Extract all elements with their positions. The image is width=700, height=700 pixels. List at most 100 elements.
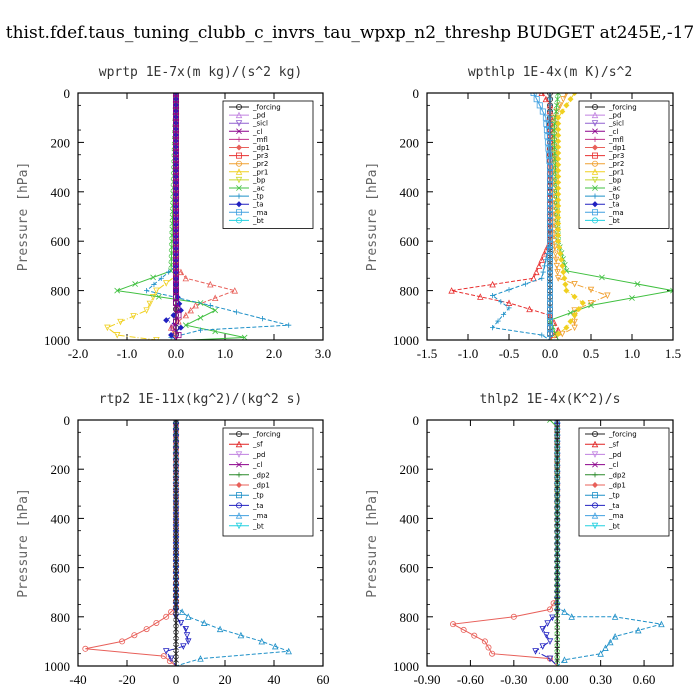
data-point <box>554 503 560 509</box>
legend-label: _bt <box>608 522 620 530</box>
data-point <box>554 435 560 442</box>
data-point <box>172 143 179 150</box>
legend-marker <box>235 160 242 167</box>
data-point <box>561 275 568 282</box>
data-point <box>597 650 604 657</box>
legend-label: _forcing <box>252 104 281 112</box>
legend-label: _pr3 <box>252 152 268 160</box>
legend-marker <box>235 120 243 127</box>
data-point <box>547 259 554 266</box>
y-axis-label: Pressure [hPa] <box>16 488 31 598</box>
data-point <box>155 293 162 300</box>
data-point <box>172 215 179 222</box>
data-point <box>588 302 594 309</box>
data-point <box>575 306 582 313</box>
legend-marker <box>236 136 242 142</box>
y-axis-label: Pressure [hPa] <box>365 162 380 272</box>
data-point <box>553 108 561 116</box>
legend-label: _ta <box>252 502 264 510</box>
legend-marker <box>592 502 599 509</box>
x-tick-label: 2.0 <box>266 346 282 361</box>
data-point <box>554 657 560 663</box>
data-point <box>535 262 543 269</box>
data-point <box>533 268 540 276</box>
data-point <box>477 293 484 300</box>
data-point <box>556 244 563 251</box>
data-point <box>554 466 560 472</box>
y-tick-label: 0 <box>64 413 71 428</box>
data-point <box>172 185 179 192</box>
data-point <box>173 626 179 632</box>
data-point <box>233 309 240 315</box>
data-point <box>172 191 179 198</box>
data-point <box>547 253 554 260</box>
data-point <box>554 269 561 276</box>
legend-label: _sicl <box>252 120 268 128</box>
data-point <box>185 613 192 620</box>
data-point <box>162 280 170 287</box>
series-line-pr3 <box>451 93 559 340</box>
data-point <box>549 614 556 622</box>
legend-marker <box>592 128 598 135</box>
legend-marker <box>592 430 599 437</box>
data-point <box>153 287 160 295</box>
y-tick-label: 200 <box>51 135 71 150</box>
x-tick-label: -20 <box>118 672 135 687</box>
data-point <box>602 644 609 651</box>
data-point <box>607 638 614 646</box>
data-point <box>547 217 554 224</box>
data-point <box>185 638 192 645</box>
legend-marker <box>235 209 242 216</box>
series-group <box>82 420 292 666</box>
data-point <box>547 164 554 171</box>
x-tick-label: 0 <box>173 672 180 687</box>
data-point <box>172 287 179 294</box>
x-tick-label: 0.60 <box>633 672 656 687</box>
data-point <box>555 138 562 145</box>
data-point <box>173 632 179 639</box>
legend-marker <box>591 168 599 175</box>
data-point <box>587 286 595 294</box>
data-point <box>551 138 558 145</box>
data-point <box>536 102 543 109</box>
data-point <box>153 337 160 340</box>
y-tick-label: 800 <box>51 610 71 625</box>
data-point <box>555 232 562 239</box>
panel-2: wpthlp 1E-4x(m K)/s^2 Pressure [hPa] -1.5 -… <box>365 65 681 361</box>
legend-label: _ta <box>608 201 620 209</box>
x-tick-label: 0.5 <box>583 346 599 361</box>
data-point <box>557 102 564 109</box>
data-point <box>547 271 554 278</box>
data-point <box>173 601 179 608</box>
legend-marker <box>591 201 599 208</box>
data-point <box>543 127 550 134</box>
panel-3: rtp2 1E-11x(kg^2)/(kg^2 s) Pressure [hPa]… <box>16 392 330 687</box>
data-point <box>547 229 554 236</box>
data-point <box>173 644 179 651</box>
series-group <box>448 93 673 340</box>
data-point <box>173 533 179 540</box>
legend-label: _dp2 <box>252 471 270 479</box>
legend-marker <box>592 492 599 499</box>
legend-marker <box>235 176 243 184</box>
data-point <box>173 620 179 626</box>
data-point <box>172 257 179 264</box>
x-tick-label: -0.60 <box>457 672 484 687</box>
data-point <box>172 299 179 306</box>
data-point <box>173 527 179 534</box>
data-point <box>554 595 560 601</box>
data-point <box>173 420 179 423</box>
data-point <box>172 95 179 102</box>
legend-marker <box>235 111 243 119</box>
legend-label: _mfl <box>608 136 624 144</box>
data-point <box>173 613 179 620</box>
data-point <box>200 619 208 626</box>
data-point <box>212 307 219 314</box>
data-point <box>563 102 570 109</box>
data-point <box>172 179 179 186</box>
data-point <box>555 208 562 215</box>
legend-label: _forcing <box>608 104 637 112</box>
legend-marker <box>235 217 242 224</box>
x-tick-label: 0.30 <box>589 672 612 687</box>
